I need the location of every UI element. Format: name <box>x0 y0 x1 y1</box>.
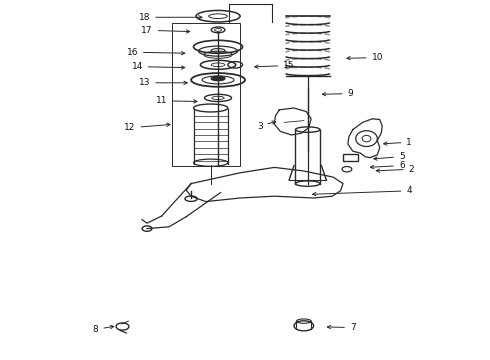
Text: 4: 4 <box>313 186 412 196</box>
Text: 7: 7 <box>327 323 356 332</box>
Text: 2: 2 <box>376 165 415 174</box>
Text: 9: 9 <box>322 89 353 98</box>
Bar <box>172 23 240 166</box>
Text: 6: 6 <box>370 161 405 170</box>
Text: 8: 8 <box>93 325 114 334</box>
Text: 11: 11 <box>156 96 197 105</box>
Text: 12: 12 <box>124 123 170 132</box>
Text: 1: 1 <box>384 138 412 147</box>
Text: 17: 17 <box>141 26 190 35</box>
Bar <box>343 154 358 161</box>
Text: 14: 14 <box>131 62 185 71</box>
Text: 10: 10 <box>347 53 383 62</box>
Text: 5: 5 <box>374 152 405 161</box>
Text: 13: 13 <box>139 78 187 87</box>
Text: 15: 15 <box>255 61 295 70</box>
Text: 3: 3 <box>257 121 275 131</box>
Text: 16: 16 <box>126 48 185 57</box>
Ellipse shape <box>211 76 225 81</box>
Text: 18: 18 <box>139 13 202 22</box>
